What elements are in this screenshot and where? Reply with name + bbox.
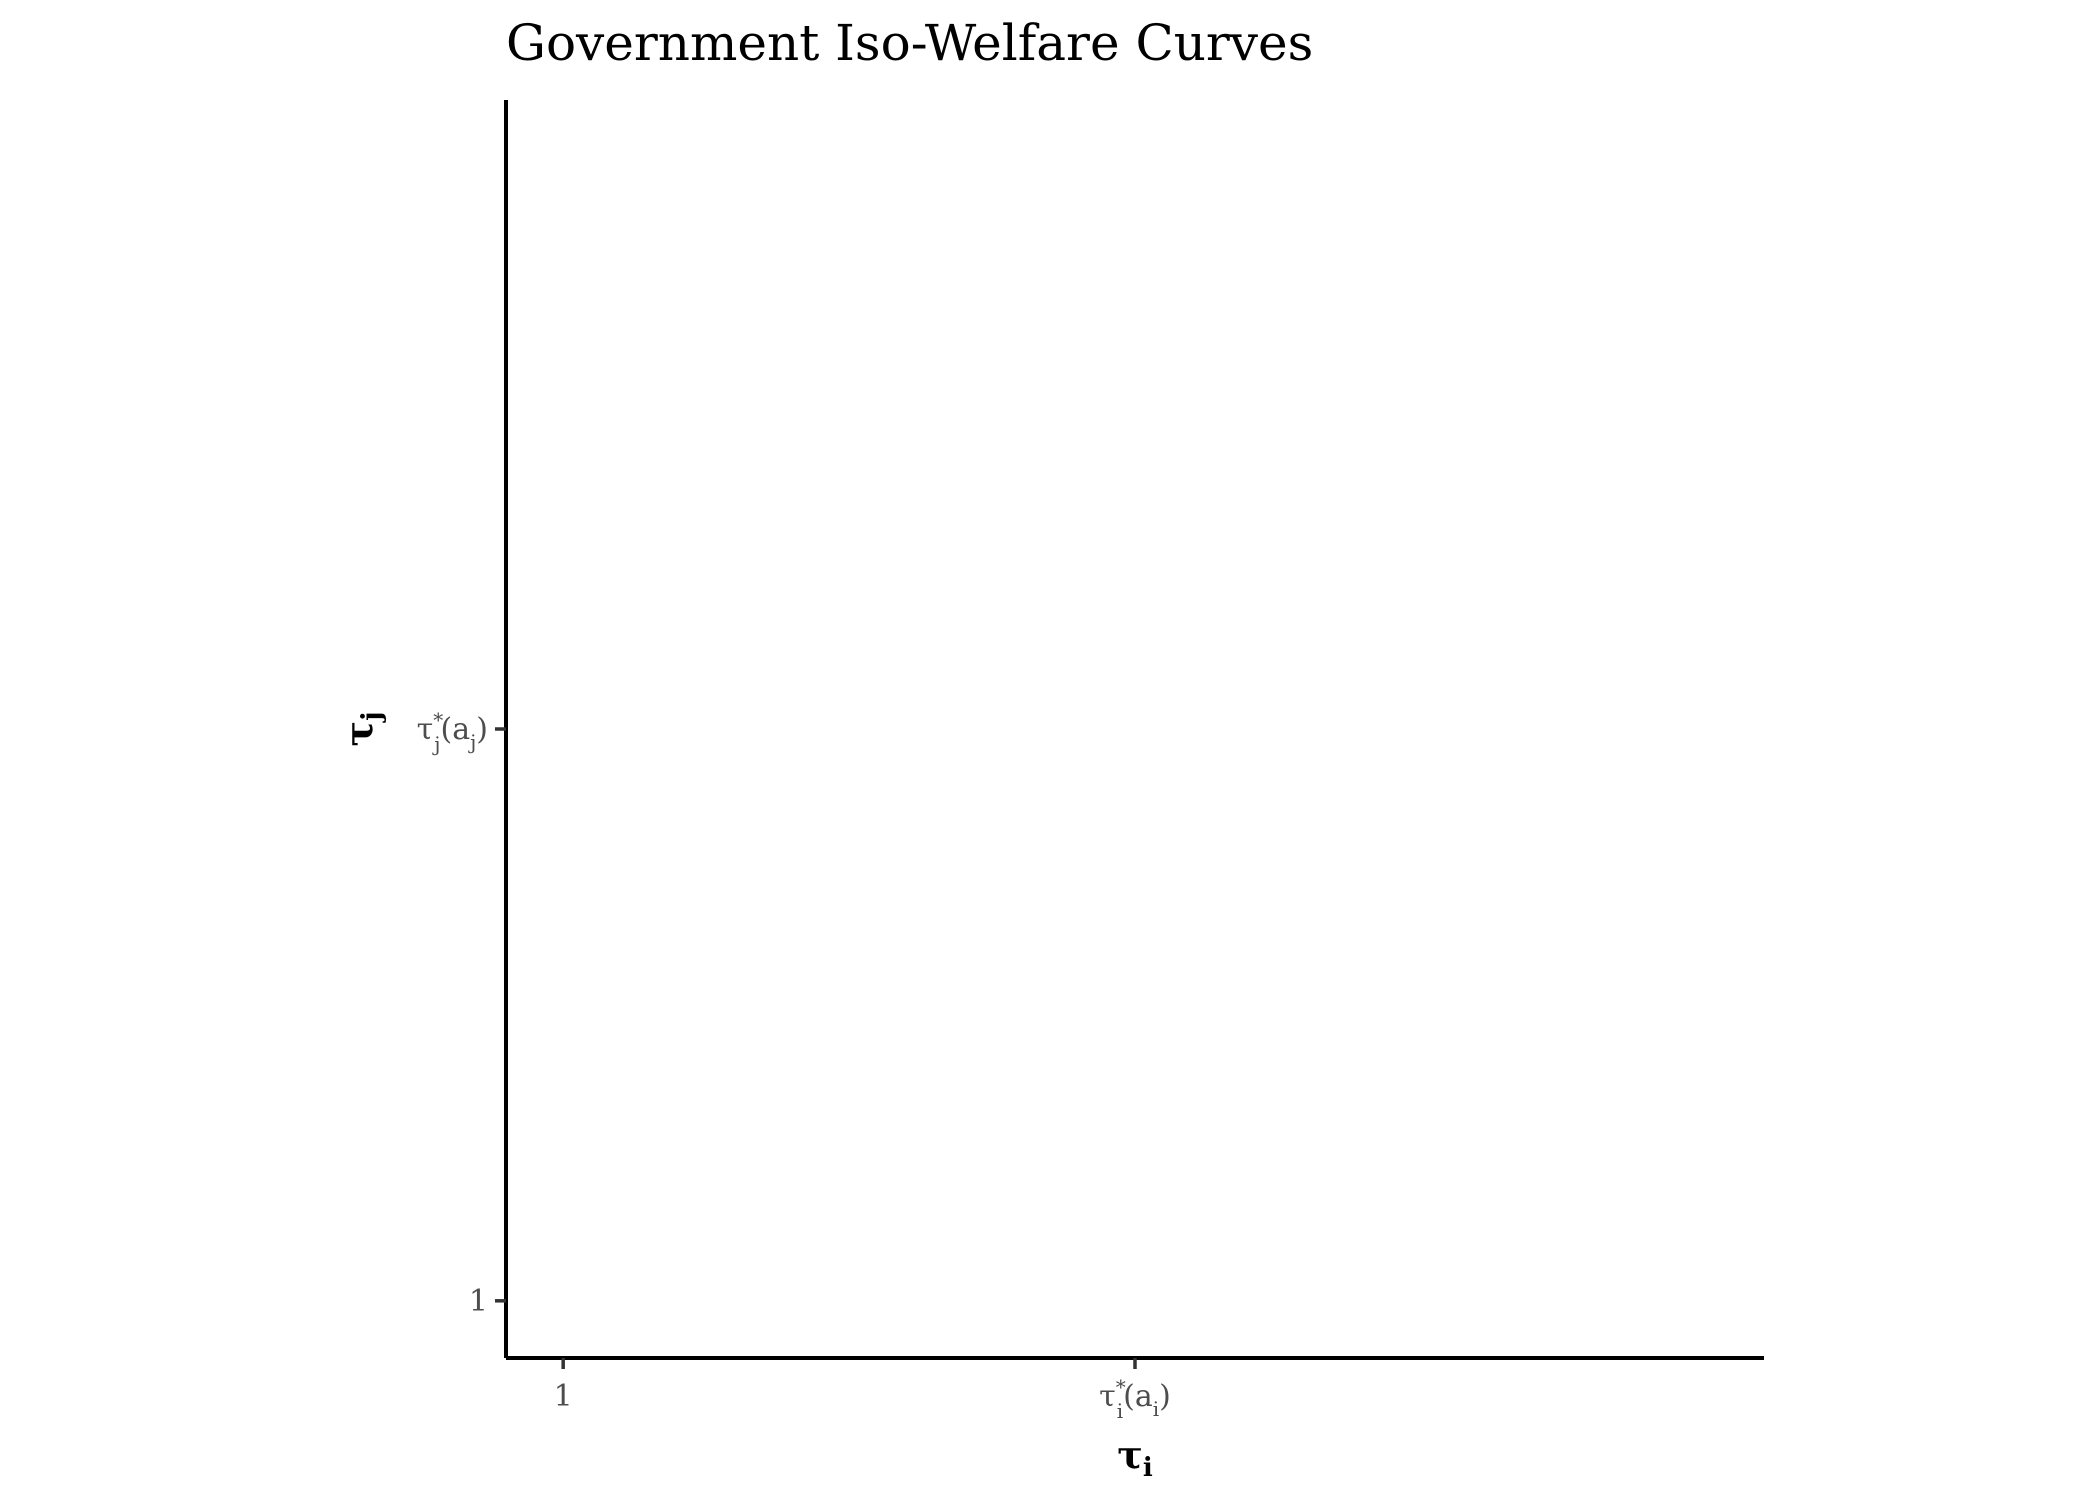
x-tick-label-1-arg-sub: i [1153, 1397, 1159, 1421]
y-tick-label-0: 1 [469, 1284, 488, 1319]
x-tick-label-1-open-paren: ( [1123, 1379, 1135, 1414]
y-axis-title-base: τ [336, 721, 381, 747]
x-tick-label-1-sub: i [1117, 1399, 1123, 1423]
y-axis-title-sub: j [357, 712, 387, 723]
y-tick-label-1-sup: * [433, 708, 443, 732]
chart-title: Government Iso-Welfare Curves [506, 14, 1313, 72]
x-axis-title-base: τ [1117, 1432, 1143, 1477]
x-axis-ticks: 1 τ* i(ai) [554, 1358, 1171, 1423]
y-tick-label-1-arg: a [452, 712, 470, 747]
y-axis-title: τj [336, 712, 387, 747]
y-tick-label-0-base: 1 [469, 1284, 488, 1319]
x-axis-title: τi [1117, 1432, 1153, 1483]
x-tick-label-0-base: 1 [554, 1379, 573, 1414]
y-tick-label-1-close-paren: ) [476, 712, 488, 747]
y-tick-label-1-arg-sub: j [468, 730, 476, 754]
y-tick-label-1-open-paren: ( [440, 712, 452, 747]
x-tick-label-1-base: τ [1099, 1379, 1116, 1414]
x-tick-label-1-sup: * [1116, 1375, 1126, 1399]
x-axis-title-sub: i [1143, 1453, 1153, 1483]
y-axis-ticks: 1τ* j(aj) [417, 708, 506, 1319]
y-tick-label-1: τ* j(aj) [417, 708, 488, 756]
y-tick-label-1-sub: j [432, 732, 440, 756]
x-tick-label-1: τ* i(ai) [1099, 1375, 1171, 1423]
x-tick-label-1-arg: a [1135, 1379, 1153, 1414]
x-tick-label-1-close-paren: ) [1159, 1379, 1171, 1414]
y-tick-label-1-base: τ [417, 712, 434, 747]
x-tick-label-0: 1 [554, 1379, 573, 1414]
